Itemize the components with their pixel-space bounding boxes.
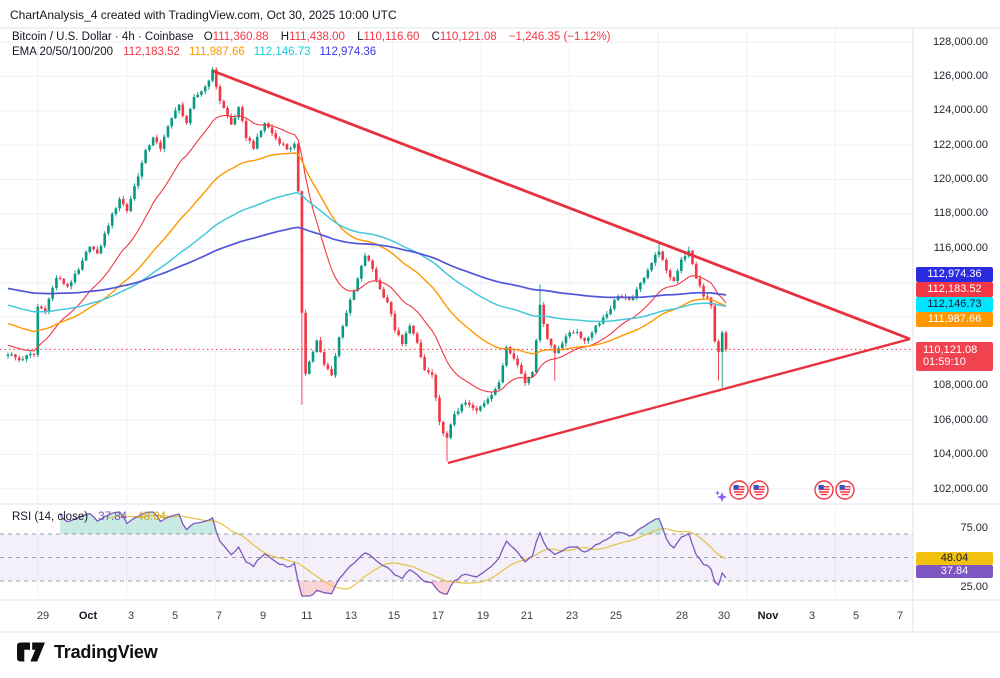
low-label: L	[357, 31, 364, 43]
rsi-level-lines	[0, 533, 913, 582]
ema-values: 112,183.52 111,987.66 112,146.73 112,974.36	[116, 46, 378, 58]
time-axis-label: 28	[675, 610, 689, 622]
time-axis-label: 30	[717, 610, 731, 622]
high-value: 111,438.00	[289, 31, 345, 43]
time-axis-label: 9	[259, 610, 267, 622]
ema-price-badge: 111,987.66	[916, 312, 993, 327]
rsi-ma-line[interactable]	[108, 514, 727, 590]
rsi-line[interactable]	[59, 511, 727, 597]
ema-value: 112,146.73	[253, 46, 311, 58]
time-axis-label: 23	[565, 610, 579, 622]
ema-price-badge: 112,974.36	[916, 267, 993, 282]
bar-countdown: 01:59:10	[923, 356, 966, 368]
change-value: −1,246.35 (−1.12%)	[508, 31, 611, 43]
time-axis-label: 5	[171, 610, 179, 622]
triangle-lower-trendline[interactable]	[447, 337, 911, 465]
time-axis-label: 3	[808, 610, 816, 622]
time-axis-label: 29	[36, 610, 50, 622]
last-price-value: 110,121.08	[923, 344, 978, 356]
time-axis-label: Nov	[757, 610, 779, 622]
time-axis-label: 13	[344, 610, 358, 622]
symbol-title: Bitcoin / U.S. Dollar · 4h · Coinbase	[12, 31, 194, 43]
price-axis-label: 104,000.00	[932, 448, 988, 461]
economic-event-us-flag-icon[interactable]	[729, 480, 749, 500]
ema-indicator-label: EMA 20/50/100/200	[12, 46, 114, 58]
rsi-axis-label: 75.00	[960, 521, 988, 534]
economic-event-us-flag-icon[interactable]	[835, 480, 855, 500]
close-value: 110,121.08	[439, 31, 497, 43]
ema-100-line[interactable]	[7, 192, 727, 323]
rsi-value-badge: 37.84	[916, 565, 993, 578]
ema-20-line[interactable]	[7, 114, 727, 393]
economic-event-us-flag-icon[interactable]	[814, 480, 834, 500]
time-axis-label: 7	[896, 610, 904, 622]
ema-50-line[interactable]	[7, 152, 727, 355]
high-label: H	[280, 31, 290, 43]
ema-price-badge: 112,183.52	[916, 282, 993, 297]
last-price-badge: 110,121.08 01:59:10	[916, 342, 993, 371]
time-axis-label: 3	[127, 610, 135, 622]
time-axis-label: 11	[301, 610, 313, 622]
price-axis-label: 118,000.00	[933, 207, 988, 220]
price-axis-label: 120,000.00	[932, 173, 988, 185]
rsi-value-badge: 48.04	[916, 552, 993, 565]
ema-200-line[interactable]	[7, 226, 727, 299]
price-axis-label: 108,000.00	[932, 379, 988, 392]
time-axis-label: 7	[215, 610, 223, 622]
time-axis-label: 17	[431, 610, 445, 622]
price-axis-label: 126,000.00	[932, 69, 988, 82]
tradingview-logo-text: TradingView	[54, 641, 158, 662]
price-axis-label: 122,000.00	[932, 138, 988, 151]
ema-legend-row[interactable]: EMA 20/50/100/200 112,183.52 111,987.66 11…	[12, 46, 378, 58]
close-label: C	[431, 31, 440, 43]
time-axis-label: 5	[852, 610, 860, 622]
ema-value: 111,987.66	[188, 46, 245, 58]
price-axis-label: 116,000.00	[933, 241, 988, 254]
open-label: O	[203, 31, 213, 43]
price-axis-label: 106,000.00	[932, 413, 988, 426]
time-axis-label: 19	[476, 610, 490, 622]
rsi-legend-row[interactable]: RSI (14, close) 37.84 48.04	[12, 511, 166, 523]
candlestick-series[interactable]	[6, 66, 728, 462]
rsi-indicator-label: RSI (14, close)	[12, 511, 89, 523]
rsi-axis-label: 25.00	[960, 580, 988, 593]
price-axis-label: 128,000.00	[932, 35, 988, 48]
tradingview-logo[interactable]: TradingView	[16, 641, 158, 663]
open-value: 111,360.88	[212, 31, 269, 43]
time-axis-label: 21	[520, 610, 534, 622]
price-axis-label: 102,000.00	[932, 482, 988, 495]
symbol-legend-row[interactable]: Bitcoin / U.S. Dollar · 4h · Coinbase O1…	[12, 31, 610, 43]
time-axis-label: Oct	[78, 610, 98, 622]
triangle-upper-trendline[interactable]	[212, 69, 911, 341]
sparkle-icon	[715, 490, 727, 502]
pane-separators	[0, 27, 1000, 633]
ema-price-badge: 112,146.73	[916, 297, 993, 312]
ema-lines	[7, 114, 727, 393]
time-axis-label: 15	[387, 610, 401, 622]
rsi-zone-fills	[60, 512, 719, 596]
low-value: 110,116.60	[363, 31, 420, 43]
chart-title-bar: ChartAnalysis_4 created with TradingView…	[10, 8, 397, 22]
ema-value: 112,974.36	[319, 46, 377, 58]
time-axis-label: 25	[609, 610, 623, 622]
rsi-ma-value: 48.04	[137, 511, 167, 523]
ema-value: 112,183.52	[123, 46, 180, 58]
tradingview-logo-mark	[17, 642, 45, 662]
economic-event-us-flag-icon[interactable]	[749, 480, 769, 500]
price-axis-label: 124,000.00	[932, 104, 988, 117]
rsi-current-value: 37.84	[98, 511, 128, 523]
